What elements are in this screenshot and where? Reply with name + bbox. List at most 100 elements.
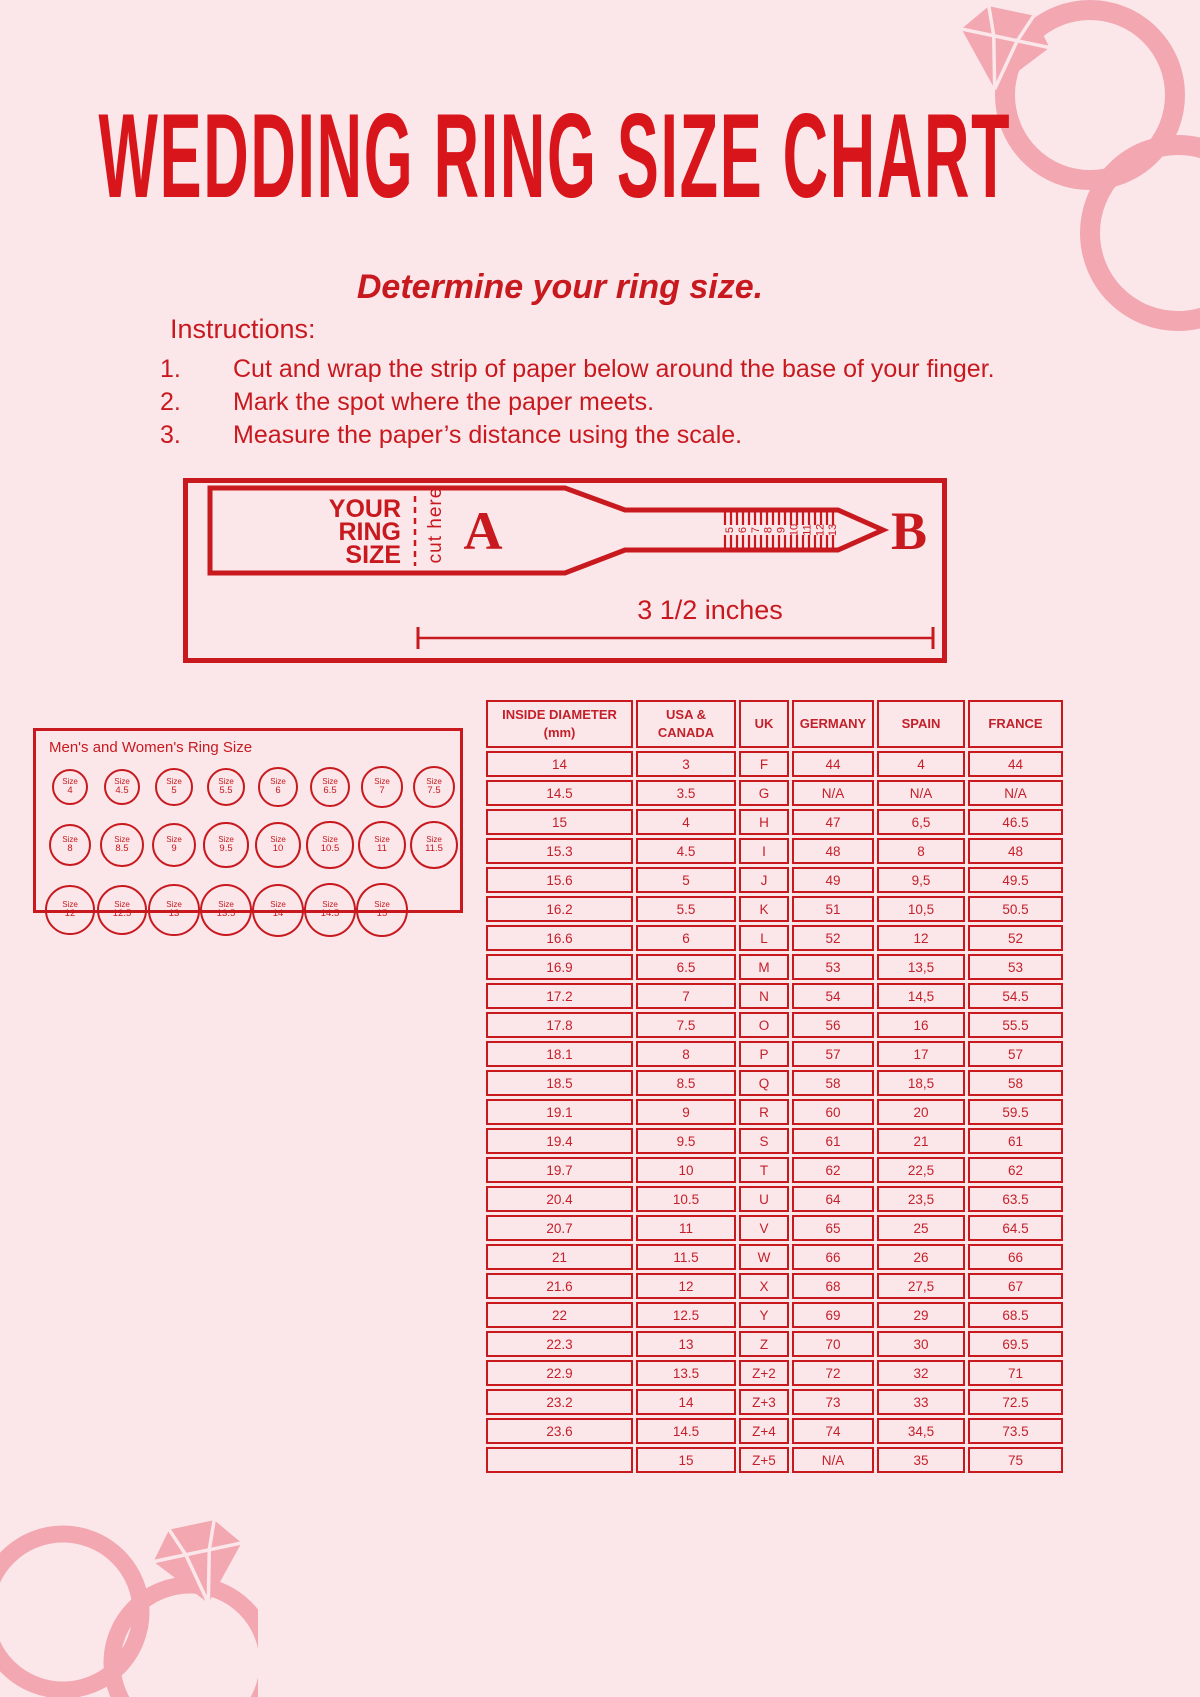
ring-size-value: 11 (377, 843, 387, 855)
ring-size-word: Size (218, 834, 234, 844)
table-cell: X (739, 1273, 789, 1299)
table-row: 17.8 7.5 O 56 16 55.5 (486, 1012, 1063, 1038)
length-label: 3 1/2 inches (637, 595, 783, 625)
sizer-border (183, 478, 947, 663)
ring-size-value: 4.5 (115, 785, 129, 797)
table-cell: J (739, 867, 789, 893)
table-row: 19.4 9.5 S 61 21 61 (486, 1128, 1063, 1154)
ring-size-value: 10 (272, 843, 284, 855)
table-cell: 8.5 (636, 1070, 736, 1096)
table-cell: H (739, 809, 789, 835)
table-cell: 6 (636, 925, 736, 951)
table-cell: N (739, 983, 789, 1009)
table-cell: 11.5 (636, 1244, 736, 1270)
table-cell: Z (739, 1331, 789, 1357)
table-row: 14 3 F 44 4 44 (486, 751, 1063, 777)
table-cell: 67 (968, 1273, 1063, 1299)
table-cell: Z+3 (739, 1389, 789, 1415)
table-cell: 7 (636, 983, 736, 1009)
ring-size-circle: Size 13 (148, 884, 200, 936)
table-cell: 10 (636, 1157, 736, 1183)
ring-size-value: 5 (171, 785, 177, 797)
table-cell: 7.5 (636, 1012, 736, 1038)
table-row: 17.2 7 N 54 14,5 54.5 (486, 983, 1063, 1009)
ring-size-circle: Size 10 (254, 821, 302, 869)
table-cell: 9 (636, 1099, 736, 1125)
length-measure-line (416, 627, 935, 649)
table-cell: N/A (877, 780, 965, 806)
ring-size-cell: Size 8.5 (96, 813, 148, 877)
table-cell: 15.6 (486, 867, 633, 893)
ring-size-circle: Size 4.5 (103, 768, 141, 806)
table-cell: 3 (636, 751, 736, 777)
table-cell: 14.5 (486, 780, 633, 806)
table-cell: 23.6 (486, 1418, 633, 1444)
table-row: 22.3 13 Z 70 30 69.5 (486, 1331, 1063, 1357)
ring-size-word: Size (374, 899, 390, 909)
ring-size-value: 6 (275, 785, 281, 797)
table-cell: 11 (636, 1215, 736, 1241)
table-cell: 61 (968, 1128, 1063, 1154)
table-header-cell: USA & CANADA (636, 700, 736, 748)
table-cell: 14.5 (636, 1418, 736, 1444)
ring-size-cell: Size 11.5 (408, 813, 460, 877)
table-cell: 18,5 (877, 1070, 965, 1096)
ring-size-cell: Size 10 (252, 813, 304, 877)
ring-size-word: Size (374, 776, 390, 786)
ruler-number: 10 (789, 524, 801, 536)
table-cell: 19.7 (486, 1157, 633, 1183)
table-row: 16.6 6 L 52 12 52 (486, 925, 1063, 951)
table-row: 20.7 11 V 65 25 64.5 (486, 1215, 1063, 1241)
instruction-item: 2. Mark the spot where the paper meets. (160, 386, 995, 419)
ring-size-cell: Size 6.5 (304, 761, 356, 813)
table-cell: I (739, 838, 789, 864)
ring-size-value: 6.5 (323, 785, 337, 797)
table-cell: 13 (636, 1331, 736, 1357)
table-cell: 57 (792, 1041, 874, 1067)
table-cell: 17.2 (486, 983, 633, 1009)
table-cell: 69 (792, 1302, 874, 1328)
ring-size-cell: Size 6 (252, 761, 304, 813)
ruler-number: 8 (763, 527, 775, 533)
table-cell: K (739, 896, 789, 922)
cut-here-label: cut here (425, 487, 446, 564)
table-cell: 33 (877, 1389, 965, 1415)
table-cell: 21 (877, 1128, 965, 1154)
table-cell: M (739, 954, 789, 980)
table-cell: 23,5 (877, 1186, 965, 1212)
table-cell: 20.7 (486, 1215, 633, 1241)
table-row: 15 4 H 47 6,5 46.5 (486, 809, 1063, 835)
table-cell: 22 (486, 1302, 633, 1328)
table-cell: 22,5 (877, 1157, 965, 1183)
ring-size-value: 8.5 (115, 843, 129, 855)
ring-size-cell: Size 12.5 (96, 877, 148, 943)
ring-size-word: Size (322, 834, 338, 844)
table-cell: 74 (792, 1418, 874, 1444)
ring-size-value: 13.5 (216, 908, 236, 920)
ring-size-grid: Size 4 Size 4.5 Size 5 Size 5.5 Size 6 Size 6.5 Size… (44, 761, 460, 943)
ring-size-cell: Size 12 (44, 877, 96, 943)
instruction-number: 3. (160, 421, 181, 449)
ring-size-word: Size (426, 776, 442, 786)
table-row: 15.3 4.5 I 48 8 48 (486, 838, 1063, 864)
table-cell: 56 (792, 1012, 874, 1038)
sizer-strip-outline (207, 485, 890, 576)
table-cell: T (739, 1157, 789, 1183)
table-cell: Z+5 (739, 1447, 789, 1473)
table-cell: 51 (792, 896, 874, 922)
sizer-label-line1: YOUR (329, 495, 401, 523)
table-row: 20.4 10.5 U 64 23,5 63.5 (486, 1186, 1063, 1212)
ring-size-circle: Size 5 (155, 768, 193, 806)
ring-size-cell: Size 9.5 (200, 813, 252, 877)
table-cell: 19.1 (486, 1099, 633, 1125)
table-cell: 27,5 (877, 1273, 965, 1299)
table-cell: 53 (792, 954, 874, 980)
table-row: 18.5 8.5 Q 58 18,5 58 (486, 1070, 1063, 1096)
table-header-cell: FRANCE (968, 700, 1063, 748)
table-cell: 62 (968, 1157, 1063, 1183)
instruction-text: Cut and wrap the strip of paper below ar… (233, 355, 995, 383)
table-row: 19.7 10 T 62 22,5 62 (486, 1157, 1063, 1183)
table-cell: N/A (792, 780, 874, 806)
table-cell: 75 (968, 1447, 1063, 1473)
